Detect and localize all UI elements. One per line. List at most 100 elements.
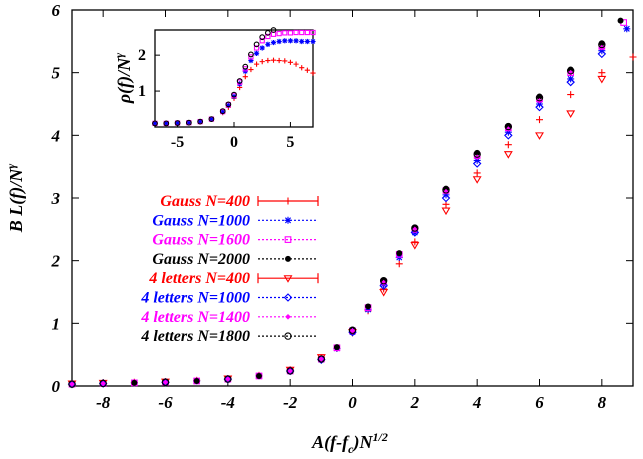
inset-data-point (163, 120, 169, 127)
legend-marker (283, 275, 293, 283)
y-tick-label: 3 (51, 189, 61, 208)
data-point (224, 375, 232, 383)
inset-y-tick-label: 2 (138, 47, 146, 64)
inset-data-point (270, 39, 277, 46)
inset-data-point (248, 51, 254, 58)
data-point (411, 238, 419, 246)
data-point (69, 381, 75, 387)
y-axis-title: B L(f)/Nγ (4, 164, 27, 233)
inset-data-point (186, 120, 192, 126)
inset-data-point (253, 61, 260, 67)
legend-marker (284, 216, 292, 224)
x-tick-label: 0 (348, 393, 357, 412)
data-point (395, 260, 403, 268)
x-tick-label: -8 (96, 393, 111, 412)
inset-data-point (299, 65, 305, 71)
legend-marker (283, 293, 293, 302)
data-point (629, 53, 637, 61)
inset-data-point (253, 50, 260, 56)
inset-data-point (259, 34, 266, 41)
data-point (597, 49, 607, 59)
x-tick-label: -4 (221, 393, 235, 412)
inset-data-point (208, 116, 215, 122)
inset-data-point (310, 38, 316, 45)
inset-data-point (197, 119, 203, 125)
main-series (67, 17, 637, 389)
y-tick-label: 5 (52, 64, 61, 83)
data-point (396, 250, 403, 257)
data-point (535, 102, 544, 112)
data-point (566, 110, 576, 118)
legend-label: 4 letters N=400 (148, 270, 250, 287)
inset-data-point (276, 38, 282, 45)
inset-data-point (265, 41, 271, 47)
legend-label: 4 letters N=1800 (140, 328, 250, 345)
data-point (504, 122, 513, 131)
y-tick-label: 0 (52, 377, 61, 396)
inset-data-point (264, 29, 271, 36)
data-point (225, 376, 231, 382)
inset-data-point (185, 119, 192, 126)
inset-data-point (219, 108, 226, 115)
legend-label: Gauss N=1000 (152, 212, 250, 229)
inset-x-tick-label: -5 (171, 134, 184, 151)
inset-data-point (225, 102, 231, 109)
data-point (441, 207, 451, 216)
inset-data-point (299, 38, 305, 45)
data-point (504, 141, 512, 149)
data-point (348, 326, 357, 334)
data-point (364, 306, 372, 314)
inset-data-point (253, 45, 260, 51)
inset-data-point (299, 29, 305, 36)
inset-data-point (304, 38, 310, 45)
inset-data-point (163, 120, 170, 127)
inset-data-point (282, 58, 288, 64)
inset-data-point (152, 120, 158, 127)
legend-marker (285, 255, 291, 262)
inset-data-point (242, 74, 248, 80)
legend: Gauss N=400 Gauss N=1000 Gauss N=1600 Gauss… (140, 193, 319, 345)
inset-frame (154, 29, 314, 128)
inset-data-point (152, 120, 158, 127)
data-point (504, 131, 513, 140)
inset-data-point (304, 67, 310, 73)
inset-data-point (270, 57, 277, 63)
data-point (317, 355, 326, 364)
legend-entry: Gauss N=1000 (152, 212, 318, 229)
data-point (287, 368, 293, 374)
data-point (256, 372, 262, 379)
x-axis-title: A(f-fc)N1/2 (311, 430, 388, 456)
inset-data-point (208, 116, 215, 122)
data-point (567, 91, 575, 99)
inset-data-point (248, 54, 254, 60)
data-point (162, 379, 169, 386)
inset-data-point (276, 57, 282, 64)
inset-data-point (220, 109, 226, 115)
data-point (412, 226, 418, 233)
legend-entry: Gauss N=2000 (152, 251, 318, 268)
data-point (472, 159, 482, 168)
inset-data-point (287, 59, 294, 65)
data-point (318, 356, 325, 362)
data-point (505, 122, 512, 129)
legend-entry: Gauss N=1600 (152, 232, 318, 249)
legend-label: 4 letters N=1000 (140, 290, 250, 307)
inset-data-point (242, 66, 248, 72)
data-point (505, 126, 512, 132)
y-tick-label: 1 (52, 314, 61, 333)
inset-data-point (287, 30, 294, 36)
inset-series-3 (152, 27, 277, 127)
data-point (597, 75, 607, 84)
legend-entry: 4 letters N=1400 (140, 309, 318, 326)
inset-data-point (253, 41, 260, 48)
data-point (131, 379, 138, 386)
inset-data-point (259, 45, 265, 51)
legend-label: 4 letters N=1400 (140, 309, 250, 326)
x-tick-label: -2 (283, 393, 298, 412)
inset-data-point (225, 101, 232, 108)
data-point (617, 17, 624, 24)
inset-series (152, 27, 316, 127)
legend-label: Gauss N=400 (160, 193, 250, 210)
main-series-7 (68, 40, 606, 388)
